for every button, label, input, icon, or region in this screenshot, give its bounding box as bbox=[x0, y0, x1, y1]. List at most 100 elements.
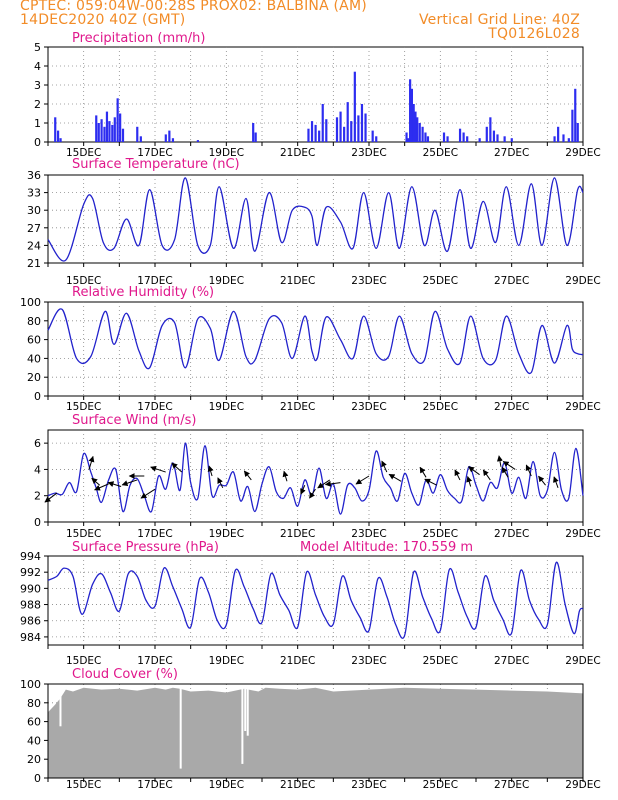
x-tick-label: 21DEC bbox=[280, 275, 315, 287]
wind-arrow bbox=[243, 470, 252, 481]
wind-arrow bbox=[282, 470, 289, 482]
precip-bar bbox=[321, 104, 324, 142]
x-tick-label: 19DEC bbox=[209, 401, 244, 413]
x-tick-label: 27DEC bbox=[494, 401, 529, 413]
precip-bar bbox=[310, 121, 314, 142]
wind-arrow bbox=[466, 475, 473, 487]
x-tick-label: 17DEC bbox=[137, 401, 172, 413]
panel-frame-rh bbox=[47, 301, 584, 397]
x-tick-label: 27DEC bbox=[494, 779, 529, 791]
panel-rh bbox=[44, 301, 584, 400]
precip-bar bbox=[442, 132, 446, 142]
x-tick-label: 29DEC bbox=[565, 779, 600, 791]
x-tick-label: 27DEC bbox=[494, 275, 529, 287]
wind-arrow bbox=[309, 488, 316, 499]
y-tick-label: 100 bbox=[20, 678, 41, 691]
wind-arrow bbox=[324, 480, 341, 487]
wind-arrow bbox=[553, 476, 559, 488]
wind-arrow bbox=[171, 462, 183, 473]
panel-title-wind: Surface Wind (m/s) bbox=[72, 413, 196, 428]
precip-bar bbox=[346, 102, 349, 142]
precip-bar bbox=[416, 117, 419, 142]
precip-bar bbox=[574, 88, 577, 142]
x-tick-label: 27DEC bbox=[494, 528, 529, 540]
y-tick-label: 0 bbox=[34, 136, 41, 149]
precip-bar bbox=[510, 138, 513, 142]
wind-arrow bbox=[468, 466, 480, 476]
y-tick-label: 40 bbox=[27, 352, 41, 365]
wind-arrow bbox=[150, 465, 166, 473]
wind-arrow bbox=[91, 477, 101, 486]
precip-bar bbox=[171, 138, 175, 142]
panel-frame-temp bbox=[47, 174, 584, 264]
x-tick-label: 29DEC bbox=[565, 655, 600, 667]
header-date: 14DEC2020 40Z (GMT) bbox=[20, 12, 186, 28]
x-tick-label: 15DEC bbox=[66, 655, 101, 667]
precip-bar bbox=[562, 134, 565, 142]
x-tick-label: 29DEC bbox=[565, 275, 600, 287]
x-tick-label: 23DEC bbox=[351, 528, 386, 540]
precip-bar bbox=[59, 138, 62, 142]
x-tick-label: 23DEC bbox=[351, 655, 386, 667]
precip-bar bbox=[418, 123, 421, 142]
precip-bar bbox=[426, 136, 430, 142]
x-tick-label: 27DEC bbox=[494, 147, 529, 159]
y-tick-label: 20 bbox=[27, 371, 41, 384]
x-tick-label: 29DEC bbox=[565, 401, 600, 413]
wind-arrow bbox=[140, 488, 156, 499]
wind-arrow bbox=[107, 481, 122, 487]
precip-bar bbox=[371, 130, 374, 142]
y-tick-label: 80 bbox=[27, 315, 41, 328]
precip-bar bbox=[119, 113, 122, 142]
precip-bar bbox=[410, 88, 413, 142]
precip-bar bbox=[113, 117, 116, 142]
y-tick-label: 6 bbox=[34, 437, 41, 450]
y-tick-label: 990 bbox=[20, 582, 41, 595]
precip-bar bbox=[252, 123, 255, 142]
x-tick-label: 21DEC bbox=[280, 401, 315, 413]
x-tick-label: 19DEC bbox=[209, 655, 244, 667]
wind-arrow bbox=[44, 492, 58, 503]
wind-arrow bbox=[525, 464, 532, 477]
y-tick-label: 24 bbox=[27, 239, 41, 252]
panel-wind bbox=[44, 429, 584, 526]
x-tick-label: 21DEC bbox=[280, 528, 315, 540]
y-tick-label: 21 bbox=[27, 257, 41, 270]
cloud-dip bbox=[59, 685, 62, 727]
x-tick-label: 19DEC bbox=[209, 779, 244, 791]
header-run-id: TQ0126L028 bbox=[488, 26, 580, 42]
y-tick-label: 4 bbox=[34, 463, 41, 476]
precip-bar bbox=[254, 132, 257, 142]
x-tick-label: 25DEC bbox=[423, 655, 458, 667]
header-location: CPTEC: 059:04W-00:28S PROX02: BALBINA (A… bbox=[20, 0, 367, 14]
precip-bar bbox=[350, 121, 353, 142]
x-tick-label: 19DEC bbox=[209, 147, 244, 159]
precip-bar bbox=[121, 128, 125, 142]
y-tick-label: 0 bbox=[34, 772, 41, 785]
x-tick-label: 15DEC bbox=[66, 528, 101, 540]
x-tick-label: 23DEC bbox=[351, 779, 386, 791]
wind-arrow bbox=[482, 469, 491, 481]
precip-bar bbox=[360, 104, 364, 142]
x-tick-label: 25DEC bbox=[423, 528, 458, 540]
header-grid-note: Vertical Grid Line: 40Z bbox=[418, 12, 580, 28]
y-tick-label: 994 bbox=[20, 550, 41, 563]
wind-arrow bbox=[355, 475, 370, 485]
panel-title-pres: Surface Pressure (hPa) bbox=[72, 540, 219, 555]
y-tick-label: 27 bbox=[27, 222, 41, 235]
precip-bar bbox=[318, 130, 321, 142]
panel-title-temp: Surface Temperature (nC) bbox=[72, 157, 240, 172]
y-tick-label: 986 bbox=[20, 615, 41, 628]
panel-frame-pres bbox=[47, 555, 584, 646]
x-tick-label: 17DEC bbox=[137, 779, 172, 791]
y-tick-label: 984 bbox=[20, 631, 41, 644]
precip-bar bbox=[567, 138, 570, 142]
precip-bar bbox=[375, 136, 378, 142]
precip-bar bbox=[576, 123, 579, 142]
y-tick-label: 33 bbox=[27, 187, 41, 200]
wind-arrow bbox=[300, 484, 306, 495]
precip-bar bbox=[335, 117, 339, 142]
x-tick-label: 23DEC bbox=[351, 401, 386, 413]
x-tick-label: 17DEC bbox=[137, 275, 172, 287]
